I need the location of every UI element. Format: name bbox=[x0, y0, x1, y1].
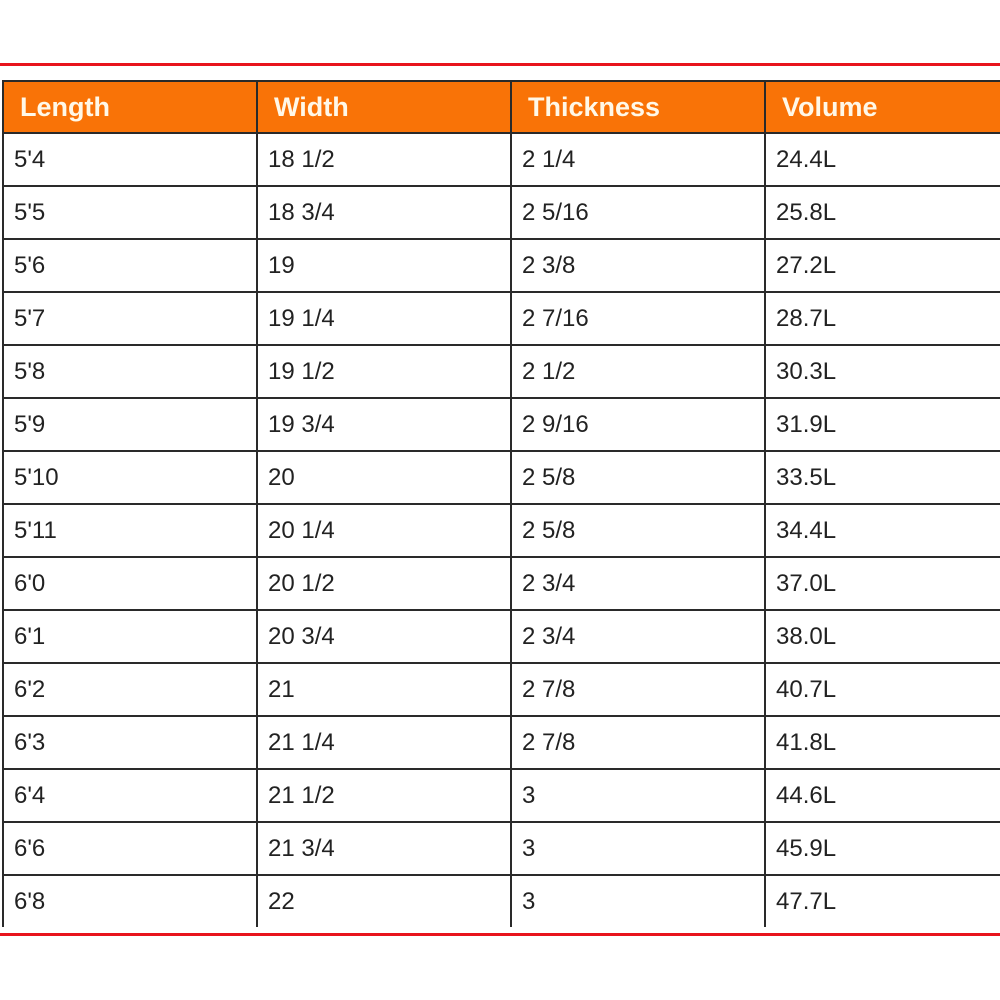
cell-thickness: 2 1/2 bbox=[510, 344, 766, 399]
cell-thickness: 2 5/16 bbox=[510, 185, 766, 240]
header-volume: Volume bbox=[764, 80, 1000, 134]
table-row: 6'8 22 3 47.7L bbox=[2, 874, 1000, 927]
table-row: 6'2 21 2 7/8 40.7L bbox=[2, 662, 1000, 717]
cell-thickness: 2 7/8 bbox=[510, 715, 766, 770]
cell-width: 19 3/4 bbox=[256, 397, 512, 452]
cell-length: 5'6 bbox=[2, 238, 258, 293]
cell-length: 6'1 bbox=[2, 609, 258, 664]
cell-volume: 24.4L bbox=[764, 132, 1000, 187]
cell-volume: 34.4L bbox=[764, 503, 1000, 558]
table-row: 5'6 19 2 3/8 27.2L bbox=[2, 238, 1000, 293]
cell-thickness: 2 3/4 bbox=[510, 609, 766, 664]
table-row: 6'0 20 1/2 2 3/4 37.0L bbox=[2, 556, 1000, 611]
table-row: 5'8 19 1/2 2 1/2 30.3L bbox=[2, 344, 1000, 399]
bottom-divider bbox=[0, 933, 1000, 936]
cell-length: 5'8 bbox=[2, 344, 258, 399]
cell-width: 19 1/2 bbox=[256, 344, 512, 399]
cell-volume: 44.6L bbox=[764, 768, 1000, 823]
cell-volume: 33.5L bbox=[764, 450, 1000, 505]
cell-thickness: 2 7/16 bbox=[510, 291, 766, 346]
cell-width: 18 3/4 bbox=[256, 185, 512, 240]
table-row: 5'11 20 1/4 2 5/8 34.4L bbox=[2, 503, 1000, 558]
cell-width: 20 bbox=[256, 450, 512, 505]
cell-width: 21 1/4 bbox=[256, 715, 512, 770]
cell-length: 5'10 bbox=[2, 450, 258, 505]
cell-length: 5'11 bbox=[2, 503, 258, 558]
cell-length: 5'7 bbox=[2, 291, 258, 346]
cell-thickness: 3 bbox=[510, 874, 766, 927]
cell-width: 20 3/4 bbox=[256, 609, 512, 664]
cell-volume: 40.7L bbox=[764, 662, 1000, 717]
cell-width: 19 bbox=[256, 238, 512, 293]
cell-thickness: 2 9/16 bbox=[510, 397, 766, 452]
table-row: 5'10 20 2 5/8 33.5L bbox=[2, 450, 1000, 505]
cell-volume: 38.0L bbox=[764, 609, 1000, 664]
table-row: 5'9 19 3/4 2 9/16 31.9L bbox=[2, 397, 1000, 452]
cell-length: 6'3 bbox=[2, 715, 258, 770]
size-table: Length Width Thickness Volume 5'4 18 1/2 2 1/… bbox=[2, 80, 1000, 927]
cell-volume: 41.8L bbox=[764, 715, 1000, 770]
top-divider bbox=[0, 63, 1000, 66]
cell-thickness: 2 7/8 bbox=[510, 662, 766, 717]
table-row: 5'7 19 1/4 2 7/16 28.7L bbox=[2, 291, 1000, 346]
cell-thickness: 2 3/4 bbox=[510, 556, 766, 611]
cell-width: 20 1/4 bbox=[256, 503, 512, 558]
table-row: 6'4 21 1/2 3 44.6L bbox=[2, 768, 1000, 823]
cell-volume: 30.3L bbox=[764, 344, 1000, 399]
cell-thickness: 2 5/8 bbox=[510, 450, 766, 505]
cell-length: 6'8 bbox=[2, 874, 258, 927]
cell-width: 19 1/4 bbox=[256, 291, 512, 346]
cell-width: 18 1/2 bbox=[256, 132, 512, 187]
cell-volume: 25.8L bbox=[764, 185, 1000, 240]
cell-width: 21 1/2 bbox=[256, 768, 512, 823]
cell-width: 21 bbox=[256, 662, 512, 717]
table-row: 6'1 20 3/4 2 3/4 38.0L bbox=[2, 609, 1000, 664]
cell-length: 6'2 bbox=[2, 662, 258, 717]
cell-thickness: 2 3/8 bbox=[510, 238, 766, 293]
cell-thickness: 3 bbox=[510, 768, 766, 823]
cell-length: 5'9 bbox=[2, 397, 258, 452]
cell-length: 5'4 bbox=[2, 132, 258, 187]
cell-length: 5'5 bbox=[2, 185, 258, 240]
header-length: Length bbox=[2, 80, 258, 134]
cell-thickness: 2 1/4 bbox=[510, 132, 766, 187]
table-row: 5'5 18 3/4 2 5/16 25.8L bbox=[2, 185, 1000, 240]
cell-volume: 31.9L bbox=[764, 397, 1000, 452]
cell-volume: 47.7L bbox=[764, 874, 1000, 927]
cell-length: 6'4 bbox=[2, 768, 258, 823]
cell-volume: 27.2L bbox=[764, 238, 1000, 293]
cell-width: 22 bbox=[256, 874, 512, 927]
cell-thickness: 2 5/8 bbox=[510, 503, 766, 558]
cell-volume: 37.0L bbox=[764, 556, 1000, 611]
header-width: Width bbox=[256, 80, 512, 134]
table-row: 5'4 18 1/2 2 1/4 24.4L bbox=[2, 132, 1000, 187]
table-row: 6'3 21 1/4 2 7/8 41.8L bbox=[2, 715, 1000, 770]
cell-width: 20 1/2 bbox=[256, 556, 512, 611]
table-row: 6'6 21 3/4 3 45.9L bbox=[2, 821, 1000, 876]
cell-volume: 28.7L bbox=[764, 291, 1000, 346]
cell-volume: 45.9L bbox=[764, 821, 1000, 876]
cell-length: 6'6 bbox=[2, 821, 258, 876]
cell-length: 6'0 bbox=[2, 556, 258, 611]
header-row: Length Width Thickness Volume bbox=[2, 80, 1000, 134]
cell-thickness: 3 bbox=[510, 821, 766, 876]
cell-width: 21 3/4 bbox=[256, 821, 512, 876]
header-thickness: Thickness bbox=[510, 80, 766, 134]
